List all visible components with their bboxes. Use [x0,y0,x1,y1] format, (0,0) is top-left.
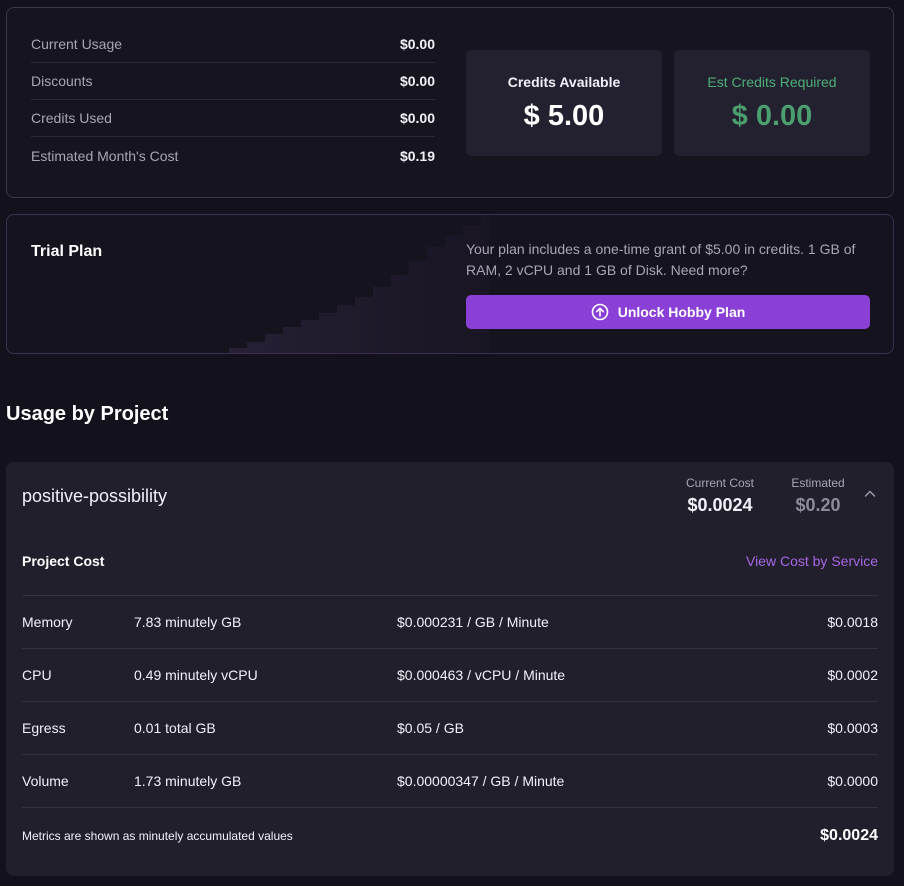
resource-name: Egress [22,720,66,736]
stat-row-estimated-month-cost: Estimated Month's Cost $0.19 [31,137,435,174]
trial-plan-card: Trial Plan Your plan includes a one-time… [6,214,894,354]
estimated-cost-block: Estimated $0.20 [782,476,854,516]
stat-label: Current Usage [31,36,123,52]
credits-available-box: Credits Available $ 5.00 [466,50,662,156]
project-cost-label: Project Cost [22,553,105,569]
stairs-decoration [229,215,489,353]
stat-value: $0.19 [399,147,435,164]
credits-available-title: Credits Available [507,73,621,90]
usage-summary-card: Current Usage $0.00 Discounts $0.00 Cred… [6,7,894,198]
resource-name: CPU [22,667,52,683]
stat-value: $0.00 [399,36,435,52]
resource-name: Memory [22,614,73,630]
stat-label: Credits Used [31,110,112,126]
credits-required-value: $ 0.00 [731,99,813,132]
resource-amount: 0.49 minutely vCPU [134,667,258,683]
project-usage-card: positive-possibility Current Cost $0.002… [6,462,894,876]
stat-row-credits-used: Credits Used $0.00 [31,100,435,137]
project-total-cost: $0.0024 [820,826,878,844]
credits-required-title: Est Credits Required [707,73,837,90]
credits-required-box: Est Credits Required $ 0.00 [674,50,870,156]
current-cost-label: Current Cost [685,476,755,490]
resource-cost: $0.0000 [827,773,878,789]
resource-cost: $0.0003 [827,720,878,736]
estimated-cost-value: $0.20 [795,495,841,515]
stat-value: $0.00 [399,110,435,126]
unlock-hobby-plan-label: Unlock Hobby Plan [617,304,746,320]
metrics-note: Metrics are shown as minutely accumulate… [22,828,293,843]
resource-amount: 7.83 minutely GB [134,614,242,630]
resource-rate: $0.000463 / vCPU / Minute [397,667,566,683]
estimated-cost-label: Estimated [791,476,845,490]
stat-label: Estimated Month's Cost [31,147,179,164]
resource-rate: $0.00000347 / GB / Minute [397,773,565,789]
resource-amount: 1.73 minutely GB [134,773,242,789]
resource-cost: $0.0018 [827,614,878,630]
resource-rate: $0.000231 / GB / Minute [397,614,549,630]
resource-amount: 0.01 total GB [134,720,216,736]
table-row: Egress 0.01 total GB $0.05 / GB $0.0003 [22,701,878,754]
trial-plan-description: Your plan includes a one-time grant of $… [466,241,856,278]
resource-name: Volume [22,773,69,789]
trial-plan-title: Trial Plan [31,243,103,260]
stat-row-discounts: Discounts $0.00 [31,63,435,100]
stat-label: Discounts [31,73,93,89]
chevron-up-icon[interactable] [862,486,878,502]
usage-table: Memory 7.83 minutely GB $0.000231 / GB /… [22,595,878,863]
table-row: Volume 1.73 minutely GB $0.00000347 / GB… [22,754,878,807]
usage-stat-list: Current Usage $0.00 Discounts $0.00 Cred… [31,26,435,174]
resource-rate: $0.05 / GB [397,720,464,736]
project-name: positive-possibility [22,486,168,506]
arrow-up-circle-icon [591,303,609,321]
stat-value: $0.00 [399,73,435,89]
usage-by-project-title: Usage by Project [6,403,169,425]
unlock-hobby-plan-button[interactable]: Unlock Hobby Plan [466,295,870,329]
current-cost-value: $0.0024 [687,495,753,515]
credits-available-value: $ 5.00 [523,99,605,132]
table-row: Memory 7.83 minutely GB $0.000231 / GB /… [22,595,878,648]
resource-cost: $0.0002 [827,667,878,683]
table-row: CPU 0.49 minutely vCPU $0.000463 / vCPU … [22,648,878,701]
current-cost-block: Current Cost $0.0024 [678,476,762,516]
usage-table-footer: Metrics are shown as minutely accumulate… [22,807,878,863]
view-cost-by-service-link[interactable]: View Cost by Service [745,553,878,569]
stat-row-current-usage: Current Usage $0.00 [31,26,435,63]
